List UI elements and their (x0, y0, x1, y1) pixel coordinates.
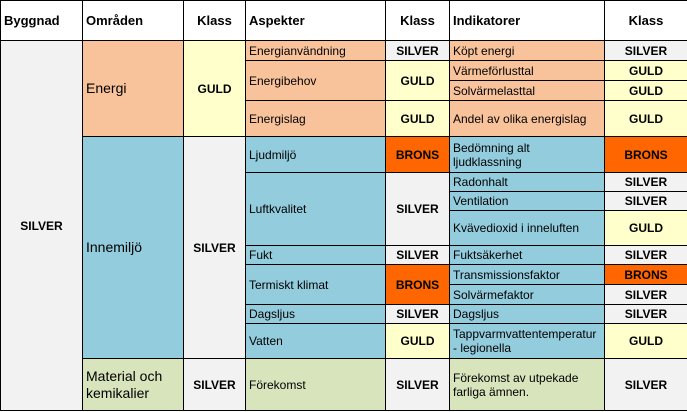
indicator-class: GULD (604, 323, 687, 359)
aspect-name: Energislag (245, 100, 386, 137)
aspect-name: Luftkvalitet (245, 172, 386, 246)
table-row: Fukt SILVER Fuktsäkerhet SILVER (1, 245, 687, 265)
aspect-name: Vatten (245, 323, 386, 359)
indicator-class: SILVER (604, 358, 687, 411)
header-aspects: Aspekter (245, 0, 386, 41)
aspect-class: SILVER (385, 245, 450, 265)
area-name: Energi (82, 40, 184, 137)
indicator-class: BRONS (604, 264, 687, 285)
area-name: Innemiljö (82, 136, 184, 359)
indicator-name: Köpt energi (449, 40, 605, 61)
aspect-name: Energibehov (245, 60, 386, 101)
header-areas: Områden (82, 0, 184, 41)
indicator-name: Solvärmelasttal (449, 80, 605, 101)
area-name: Material och kemikalier (82, 358, 184, 411)
header-class: Klass (385, 0, 450, 41)
indicator-class: GULD (604, 80, 687, 101)
aspect-class: GULD (385, 100, 450, 137)
building-class: SILVER (0, 40, 83, 411)
aspect-name: Fukt (245, 245, 386, 265)
aspect-name: Förekomst (245, 358, 386, 411)
table-row: Material och kemikalier SILVER Förekomst… (1, 358, 687, 411)
aspect-name: Energianvändning (245, 40, 386, 61)
area-class: GULD (183, 40, 246, 137)
table-row: Kvävedioxid i inneluften GULD (1, 210, 687, 246)
aspect-class: SILVER (385, 358, 450, 411)
indicator-class: BRONS (604, 136, 687, 173)
indicator-class: GULD (604, 210, 687, 246)
aspect-class: GULD (385, 323, 450, 359)
aspect-class: GULD (385, 60, 450, 101)
table-row: Ventilation SILVER (1, 191, 687, 211)
area-class: SILVER (183, 136, 246, 359)
indicator-class: SILVER (604, 304, 687, 324)
table-row: Energislag GULD Andel av olika energisla… (1, 100, 687, 137)
indicator-name: Tappvarmvattentemperatur - legionella (449, 323, 605, 359)
aspect-class: SILVER (385, 40, 450, 61)
indicator-name: Ventilation (449, 191, 605, 211)
indicator-class: SILVER (604, 172, 687, 192)
table-row: Solvärmelasttal GULD (1, 80, 687, 101)
aspect-name: Ljudmiljö (245, 136, 386, 173)
indicator-name: Dagsljus (449, 304, 605, 324)
indicator-class: SILVER (604, 245, 687, 265)
indicator-name: Fuktsäkerhet (449, 245, 605, 265)
indicator-name: Solvärmefaktor (449, 284, 605, 305)
table-row: Vatten GULD Tappvarmvattentemperatur - l… (1, 323, 687, 359)
header-indicators: Indikatorer (449, 0, 605, 41)
table-row: Solvärmefaktor SILVER (1, 284, 687, 305)
header-class: Klass (604, 0, 687, 41)
header-class: Klass (183, 0, 246, 41)
aspect-name: Dagsljus (245, 304, 386, 324)
header-building: Byggnad (0, 0, 83, 41)
aspect-name: Termiskt klimat (245, 264, 386, 305)
indicator-class: SILVER (604, 191, 687, 211)
indicator-name: Bedömning alt ljudklassning (449, 136, 605, 173)
header-row: Byggnad Områden Klass Aspekter Klass Ind… (0, 0, 687, 41)
table-row: SILVER Energi GULD Energianvändning SILV… (0, 40, 687, 411)
indicator-name: Transmissionsfaktor (449, 264, 605, 285)
aspect-class: SILVER (385, 172, 450, 246)
indicator-class: GULD (604, 60, 687, 81)
aspect-class: SILVER (385, 304, 450, 324)
indicator-class: GULD (604, 100, 687, 137)
indicator-class: SILVER (604, 284, 687, 305)
indicator-name: Radonhalt (449, 172, 605, 192)
indicator-name: Värmeförlusttal (449, 60, 605, 81)
indicator-class: SILVER (604, 40, 687, 61)
aspect-class: BRONS (385, 136, 450, 173)
aspect-class: BRONS (385, 264, 450, 305)
area-class: SILVER (183, 358, 246, 411)
table-row: Innemiljö SILVER Ljudmiljö BRONS Bedömni… (1, 136, 687, 359)
indicator-name: Förekomst av utpekade farliga ämnen. (449, 358, 605, 411)
indicator-name: Kvävedioxid i inneluften (449, 210, 605, 246)
table-row: Luftkvalitet SILVER Radonhalt SILVER (1, 172, 687, 246)
indicator-name: Andel av olika energislag (449, 100, 605, 137)
table-row: Termiskt klimat BRONS Transmissionsfakto… (1, 264, 687, 305)
